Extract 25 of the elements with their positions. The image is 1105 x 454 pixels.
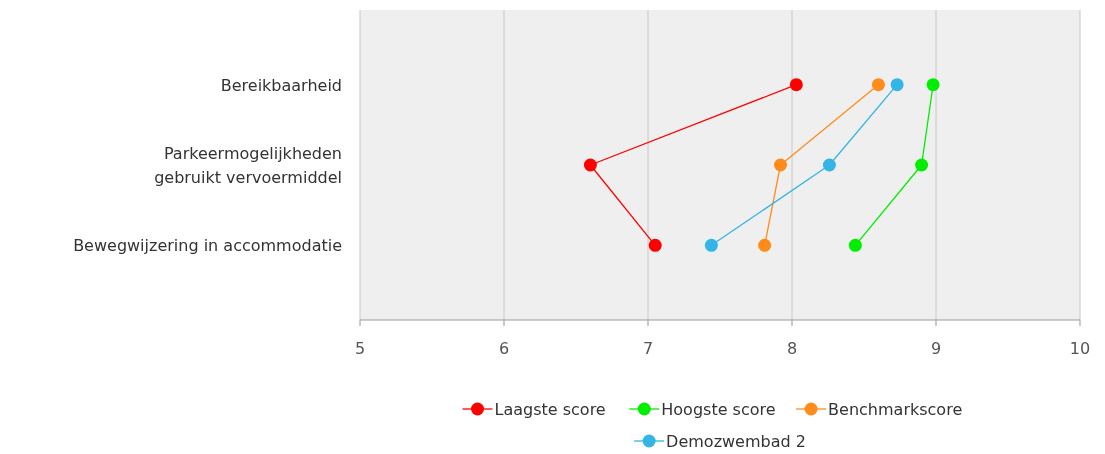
y-tick-label: Bereikbaarheid — [220, 75, 342, 95]
x-tick-label: 7 — [642, 339, 654, 358]
legend-label: Hoogste score — [661, 400, 776, 419]
x-tick-label: 10 — [1069, 339, 1091, 358]
x-tick-label: 5 — [354, 339, 366, 358]
x-tick-label: 6 — [498, 339, 510, 358]
x-tick-label: 9 — [930, 339, 942, 358]
point — [789, 78, 803, 92]
y-tick-label: Parkeermogelijkheden gebruikt vervoermiddel — [154, 144, 342, 187]
point — [704, 238, 718, 252]
point — [583, 158, 597, 172]
y-tick-label: Bewegwijzering in accommodatie — [73, 236, 342, 256]
point — [773, 158, 787, 172]
point — [915, 158, 929, 172]
point — [871, 78, 885, 92]
point — [926, 78, 940, 92]
point — [890, 78, 904, 92]
point — [822, 158, 836, 172]
point — [848, 238, 862, 252]
legend-label: Benchmarkscore — [828, 400, 963, 419]
point — [758, 238, 772, 252]
legend-label: Demozwembad 2 — [666, 432, 806, 451]
point — [648, 238, 662, 252]
legend-label: Laagste score — [494, 400, 606, 419]
x-tick-label: 8 — [786, 339, 798, 358]
